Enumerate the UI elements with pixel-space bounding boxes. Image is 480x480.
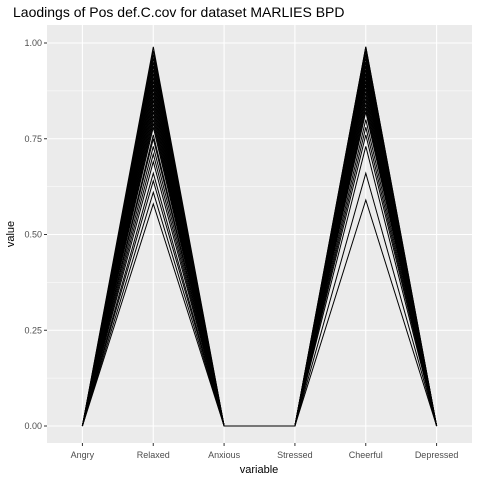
y-tick-label: 0.50 <box>24 230 42 240</box>
y-axis-title: value <box>5 221 17 247</box>
y-tick-label: 0.75 <box>24 134 42 144</box>
x-axis: Angry Relaxed Anxious Stressed Cheerful Depre… <box>71 443 459 460</box>
x-tick-label-depressed: Depressed <box>415 450 459 460</box>
x-tick-label-cheerful: Cheerful <box>349 450 383 460</box>
y-axis: 0.00 0.25 0.50 0.75 1.00 <box>24 38 47 431</box>
series-layer <box>81 46 438 427</box>
y-tick-label: 0.00 <box>24 421 42 431</box>
x-tick-label-angry: Angry <box>71 450 95 460</box>
x-tick-label-anxious: Anxious <box>208 450 241 460</box>
x-tick-label-relaxed: Relaxed <box>137 450 170 460</box>
chart-title: Laodings of Pos def.C.cov for dataset MA… <box>13 4 345 20</box>
x-tick-label-stressed: Stressed <box>277 450 313 460</box>
x-axis-title: variable <box>240 464 279 476</box>
series-line-31 <box>81 46 438 427</box>
y-tick-label: 0.25 <box>24 325 42 335</box>
grid-lines <box>47 25 472 443</box>
y-tick-label: 1.00 <box>24 38 42 48</box>
